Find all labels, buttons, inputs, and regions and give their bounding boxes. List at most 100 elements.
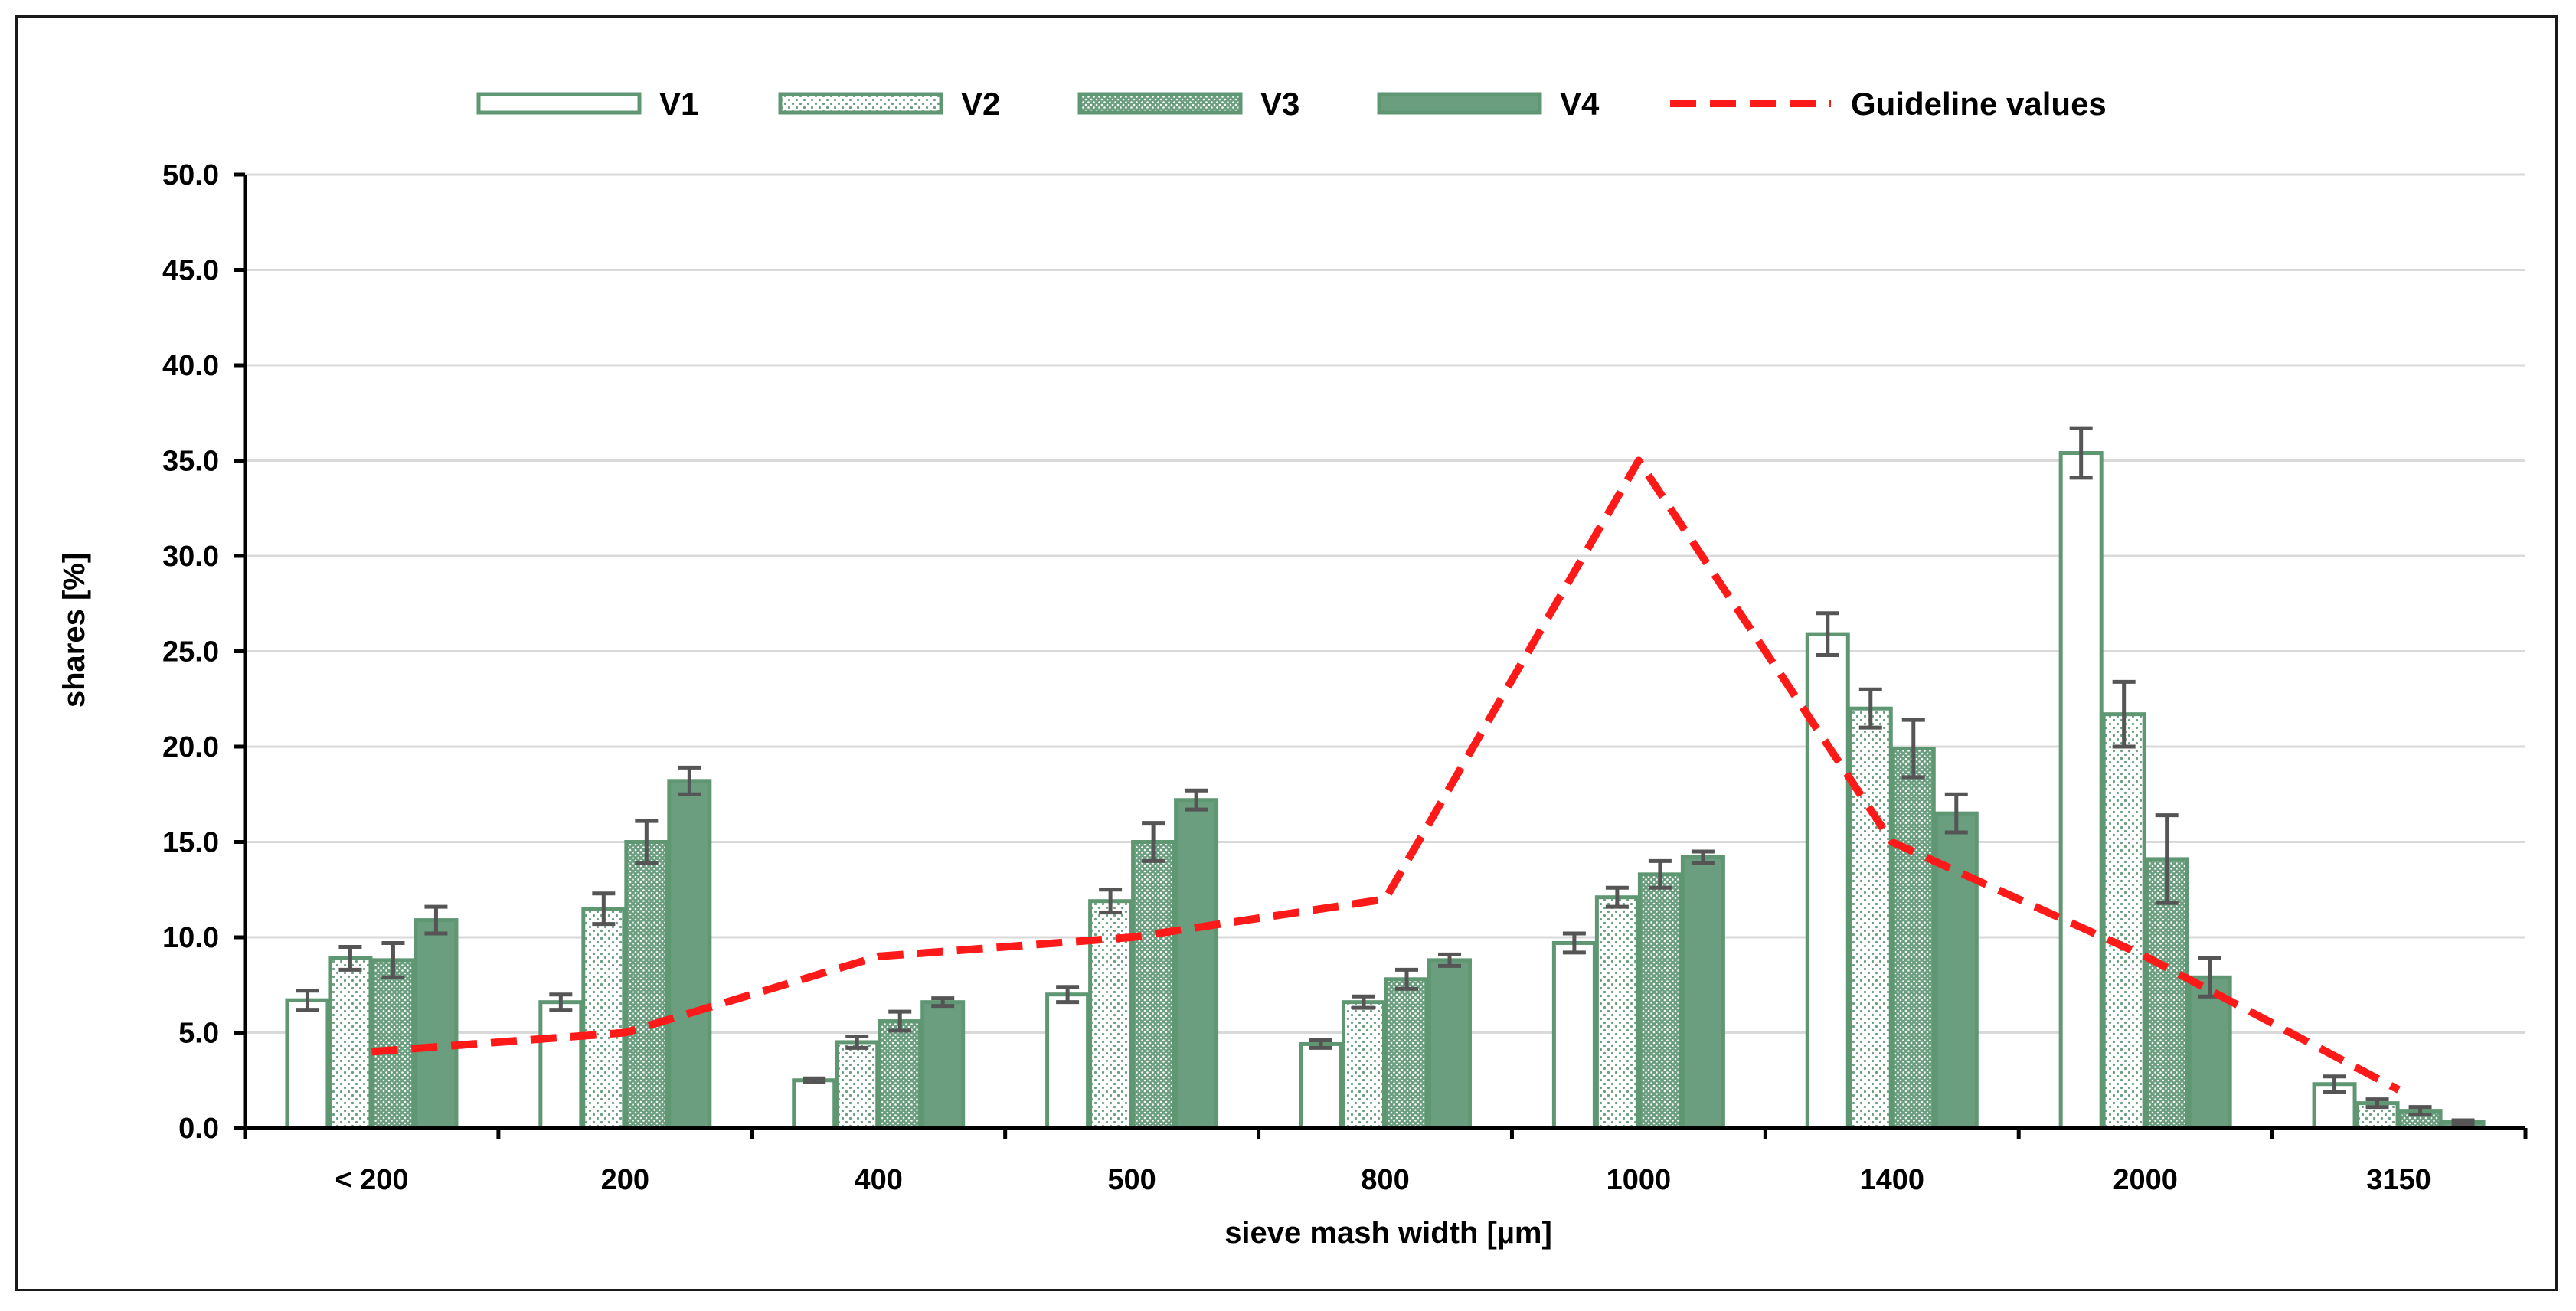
error-bars	[296, 426, 2475, 1126]
y-tick-label: 5.0	[178, 1018, 219, 1050]
tick-labels: 0.0 5.0 10.0 15.0 20.0 25.0 30.0 35.0 40.0 45.0 50…	[162, 159, 2431, 1196]
y-tick-label: 20.0	[162, 731, 219, 763]
bar-v1	[1805, 632, 1850, 1130]
error-bar-v2	[845, 1034, 869, 1050]
y-tick-label: 15.0	[162, 827, 219, 859]
y-tick-label: 40.0	[162, 350, 219, 382]
error-bar-v1	[2069, 426, 2093, 480]
x-tick-label: 1400	[1860, 1164, 1925, 1196]
x-tick-label: 1000	[1607, 1164, 1672, 1196]
bar-v1	[2058, 451, 2104, 1130]
bar-v1	[1299, 1041, 1343, 1130]
legend-item-guideline: Guideline values	[1670, 86, 2107, 122]
x-tick-label: 3150	[2366, 1164, 2431, 1196]
error-bar-v1	[1816, 611, 1839, 657]
y-tick-label: 0.0	[178, 1113, 219, 1145]
bar-v4	[414, 918, 459, 1130]
error-bar-v2	[1858, 687, 1882, 730]
y-tick-label: 50.0	[162, 159, 219, 191]
error-bar-v3	[1901, 718, 1925, 780]
bar-v4	[667, 779, 712, 1130]
error-bar-v4	[1185, 788, 1208, 812]
bar-v2	[2101, 712, 2146, 1130]
error-bar-v1	[1562, 931, 1586, 955]
y-axis-title: shares [%]	[57, 553, 91, 708]
bar-v3	[1384, 977, 1429, 1130]
error-bar-v1	[549, 992, 573, 1012]
legend-label-guideline: Guideline values	[1851, 86, 2107, 122]
error-bar-v3	[1648, 858, 1672, 890]
x-tick-label: 800	[1361, 1164, 1409, 1196]
legend-label-v2: V2	[961, 86, 1000, 122]
bar-v3	[1131, 840, 1176, 1130]
legend-label-v1: V1	[659, 86, 698, 122]
bar-v1	[1045, 992, 1090, 1130]
bar-v1	[1551, 940, 1597, 1130]
bar-v4	[1427, 958, 1472, 1130]
axes	[234, 172, 2528, 1139]
legend-item-v4: V4	[1377, 86, 1600, 122]
error-bar-v2	[338, 944, 362, 972]
bar-v3	[1891, 746, 1936, 1130]
y-tick-label: 10.0	[162, 922, 219, 954]
error-bar-v4	[931, 996, 955, 1009]
error-bar-v1	[1309, 1038, 1332, 1050]
x-tick-label: 2000	[2113, 1164, 2178, 1196]
bar-v1	[538, 1000, 584, 1130]
bar-v2	[835, 1040, 880, 1130]
bar-v3	[878, 1019, 923, 1130]
error-bar-v1	[1056, 985, 1080, 1005]
x-tick-label: 400	[855, 1164, 903, 1196]
legend-label-v3: V3	[1260, 86, 1299, 122]
error-bar-v4	[1438, 952, 1461, 968]
legend-swatch-v2	[778, 92, 943, 115]
error-bar-v2	[2365, 1097, 2389, 1110]
x-tick-label: 200	[601, 1164, 649, 1196]
bar-v2	[328, 956, 373, 1130]
error-bar-v1	[803, 1076, 826, 1084]
bar-v4	[920, 1000, 966, 1130]
error-bar-v2	[1352, 994, 1375, 1010]
legend-item-v3: V3	[1077, 86, 1299, 122]
error-bar-v1	[2323, 1074, 2346, 1094]
y-tick-label: 30.0	[162, 541, 219, 573]
x-tick-label: < 200	[335, 1164, 408, 1196]
error-bar-v4	[2451, 1118, 2475, 1126]
legend-label-v4: V4	[1560, 86, 1600, 122]
bar-v4	[1174, 798, 1219, 1130]
error-bar-v2	[2112, 679, 2136, 749]
legend: V1 V2 V3 V4 Guideline values	[476, 86, 2107, 122]
error-bar-v2	[1099, 888, 1123, 915]
y-tick-label: 45.0	[162, 255, 219, 287]
bar-v3	[624, 840, 669, 1130]
legend-item-v1: V1	[476, 86, 698, 122]
error-bar-v4	[424, 904, 448, 936]
bar-v1	[285, 998, 330, 1130]
bar-v3	[1637, 872, 1682, 1130]
bar-v2	[1342, 1000, 1386, 1130]
error-bar-v3	[888, 1009, 912, 1033]
x-axis-title: sieve mash width [µm]	[1224, 1216, 1552, 1250]
error-bar-v3	[381, 940, 405, 979]
x-tick-label: 500	[1107, 1164, 1156, 1196]
bar-v2	[1848, 706, 1893, 1130]
bar-v4	[1680, 855, 1725, 1130]
error-bar-v2	[592, 891, 616, 927]
legend-swatch-v3	[1077, 92, 1243, 115]
chart-frame: 0.0 5.0 10.0 15.0 20.0 25.0 30.0 35.0 40.0 45.0 50…	[15, 15, 2558, 1291]
legend-swatch-v1	[476, 92, 642, 115]
bar-v1	[792, 1078, 837, 1130]
error-bar-v3	[635, 819, 659, 865]
error-bar-v4	[1691, 849, 1715, 865]
error-bar-v3	[1142, 821, 1165, 863]
error-bar-v3	[1395, 967, 1418, 991]
error-bar-v3	[2408, 1105, 2432, 1117]
y-tick-label: 25.0	[162, 636, 219, 669]
guideline-series	[371, 456, 2401, 1094]
chart: 0.0 5.0 10.0 15.0 20.0 25.0 30.0 35.0 40.0 45.0 50…	[57, 86, 2528, 1250]
error-bar-v2	[1605, 885, 1629, 909]
bar-v3	[371, 958, 416, 1130]
guideline-line	[371, 456, 2401, 1094]
legend-item-v2: V2	[778, 86, 1000, 122]
error-bar-v4	[678, 765, 701, 796]
